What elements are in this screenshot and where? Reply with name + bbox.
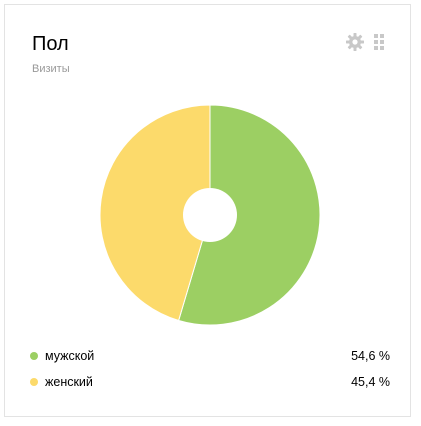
legend-label-female: женский xyxy=(45,375,93,389)
legend-item-male[interactable]: мужской 54,6 % xyxy=(30,347,390,367)
pie-slice-male[interactable] xyxy=(178,104,321,326)
donut-hole xyxy=(183,188,237,242)
drag-handle-icon[interactable] xyxy=(372,32,386,52)
legend-value-female: 45,4 % xyxy=(351,375,390,389)
gender-donut-chart xyxy=(99,104,321,326)
legend-label-male: мужской xyxy=(45,349,95,363)
legend-value-male: 54,6 % xyxy=(351,349,390,363)
widget-subtitle: Визиты xyxy=(32,63,70,75)
gear-icon[interactable] xyxy=(345,32,365,52)
gender-widget: Пол Визиты мужской 54,6 % xyxy=(4,4,411,417)
legend-dot-male xyxy=(30,352,38,360)
widget-title: Пол xyxy=(32,33,69,55)
pie-slice-female[interactable] xyxy=(99,104,211,322)
legend-item-female[interactable]: женский 45,4 % xyxy=(30,373,390,393)
legend-dot-female xyxy=(30,378,38,386)
